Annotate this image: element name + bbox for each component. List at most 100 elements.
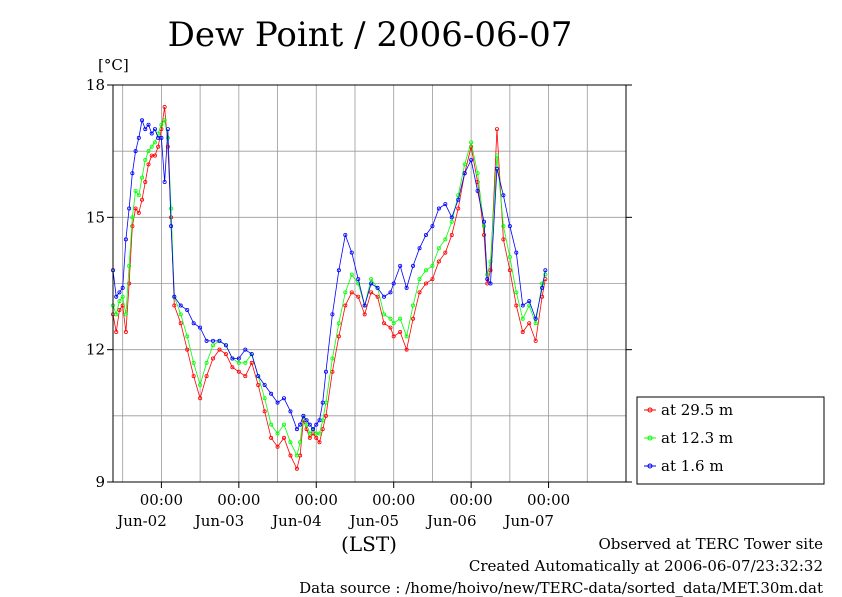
series-point-1 bbox=[114, 312, 119, 317]
series-point-2 bbox=[449, 215, 454, 220]
series-point-0 bbox=[136, 210, 141, 215]
chart-title: Dew Point / 2006-06-07 bbox=[168, 15, 573, 55]
x-time-tick-label: 00:00 bbox=[217, 491, 260, 509]
series-point-2 bbox=[456, 197, 461, 202]
series-point-1 bbox=[349, 272, 354, 277]
series-point-1 bbox=[514, 290, 519, 295]
series-point-0 bbox=[488, 268, 493, 273]
series-point-2 bbox=[281, 396, 286, 401]
series-point-1 bbox=[169, 206, 174, 211]
series-point-2 bbox=[527, 299, 532, 304]
series-point-2 bbox=[330, 312, 335, 317]
series-point-1 bbox=[443, 237, 448, 242]
series-point-1 bbox=[198, 382, 203, 387]
legend-entry-label: at 12.3 m bbox=[661, 429, 733, 447]
series-point-0 bbox=[288, 453, 293, 458]
x-time-tick-label: 00:00 bbox=[295, 491, 338, 509]
series-point-0 bbox=[307, 435, 312, 440]
series-point-0 bbox=[133, 206, 138, 211]
series-point-0 bbox=[417, 290, 422, 295]
series-point-1 bbox=[507, 255, 512, 260]
series-point-2 bbox=[469, 157, 474, 162]
grid-lines bbox=[113, 85, 626, 482]
series-point-2 bbox=[262, 382, 267, 387]
series-point-1 bbox=[307, 431, 312, 436]
series-line-0 bbox=[112, 106, 546, 470]
footer-source: Data source : /home/hoivo/new/TERC-data/… bbox=[299, 579, 823, 597]
series-point-2 bbox=[375, 285, 380, 290]
series-point-0 bbox=[411, 316, 416, 321]
series-point-2 bbox=[143, 127, 148, 132]
series-point-1 bbox=[133, 188, 138, 193]
series-point-0 bbox=[388, 325, 393, 330]
series-point-2 bbox=[404, 285, 409, 290]
series-point-1 bbox=[540, 281, 545, 286]
series-point-2 bbox=[185, 307, 190, 312]
series-point-2 bbox=[411, 263, 416, 268]
series-point-0 bbox=[230, 365, 235, 370]
series-point-1 bbox=[317, 431, 322, 436]
series-point-1 bbox=[388, 316, 393, 321]
series-point-1 bbox=[130, 215, 135, 220]
series-point-2 bbox=[191, 321, 196, 326]
series-point-2 bbox=[298, 422, 303, 427]
series-point-0 bbox=[162, 105, 167, 110]
series-point-0 bbox=[172, 303, 177, 308]
series-point-2 bbox=[275, 400, 280, 405]
series-point-2 bbox=[294, 427, 299, 432]
legend: at 29.5 m at 12.3 m at 1.6 m bbox=[636, 396, 825, 485]
series-point-0 bbox=[123, 330, 128, 335]
series-point-2 bbox=[501, 193, 506, 198]
axis-ticks: 9 12 15 18 00:00 00:00 00:00 00:00 00:00 00:00 Jun… bbox=[86, 76, 632, 530]
series-point-0 bbox=[262, 409, 267, 414]
series-point-0 bbox=[117, 307, 122, 312]
series-point-0 bbox=[127, 281, 132, 286]
series-point-1 bbox=[294, 453, 299, 458]
series-point-2 bbox=[178, 303, 183, 308]
y-tick-label: 9 bbox=[95, 473, 105, 491]
series-point-2 bbox=[382, 294, 387, 299]
series-point-2 bbox=[540, 285, 545, 290]
series-point-2 bbox=[520, 303, 525, 308]
legend-entry-label: at 29.5 m bbox=[661, 401, 733, 419]
series-point-0 bbox=[336, 334, 341, 339]
series-point-0 bbox=[356, 294, 361, 299]
y-axis-unit-label: [°C] bbox=[98, 56, 129, 74]
series-point-1 bbox=[136, 193, 141, 198]
series-point-2 bbox=[533, 316, 538, 321]
x-axis-label: (LST) bbox=[341, 532, 397, 556]
series-point-1 bbox=[204, 360, 209, 365]
series-point-1 bbox=[298, 440, 303, 445]
series-point-0 bbox=[152, 153, 157, 158]
series-point-0 bbox=[527, 321, 532, 326]
series-point-2 bbox=[149, 131, 154, 136]
series-point-0 bbox=[294, 466, 299, 471]
x-date-tick-label: Jun-03 bbox=[193, 512, 245, 530]
series-point-2 bbox=[211, 338, 216, 343]
series-point-2 bbox=[230, 356, 235, 361]
series-point-0 bbox=[320, 427, 325, 432]
series-point-0 bbox=[143, 180, 148, 185]
series-point-0 bbox=[114, 330, 119, 335]
series-point-0 bbox=[140, 197, 145, 202]
series-point-2 bbox=[417, 246, 422, 251]
series-point-0 bbox=[514, 303, 519, 308]
series-point-0 bbox=[146, 162, 151, 167]
series-point-0 bbox=[198, 396, 203, 401]
series-point-1 bbox=[456, 193, 461, 198]
y-tick-label: 15 bbox=[86, 208, 105, 226]
series-point-1 bbox=[288, 440, 293, 445]
series-point-1 bbox=[398, 316, 403, 321]
x-date-tick-label: Jun-06 bbox=[425, 512, 477, 530]
series-point-2 bbox=[343, 232, 348, 237]
series-point-0 bbox=[185, 347, 190, 352]
series-point-2 bbox=[172, 294, 177, 299]
series-point-2 bbox=[507, 224, 512, 229]
series-point-1 bbox=[211, 343, 216, 348]
series-point-2 bbox=[169, 224, 174, 229]
series-point-1 bbox=[356, 281, 361, 286]
series-point-2 bbox=[436, 206, 441, 211]
series-point-2 bbox=[236, 356, 241, 361]
x-time-tick-label: 00:00 bbox=[527, 491, 570, 509]
